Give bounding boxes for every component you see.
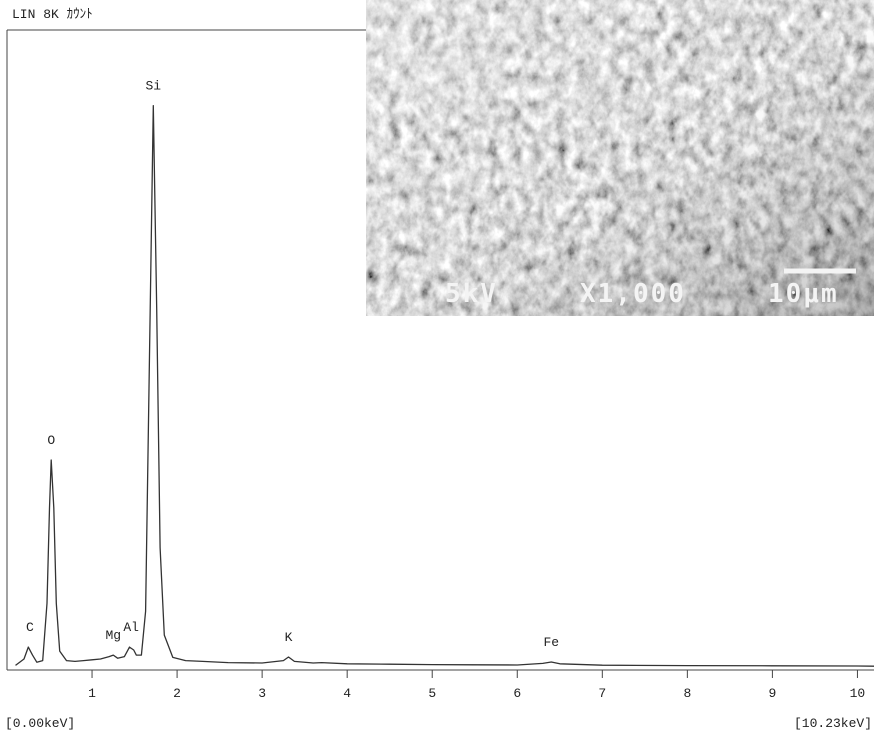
- peak-label: Fe: [543, 635, 559, 650]
- range-label: [0.00keV]: [5, 716, 75, 731]
- inset-label: 5kV: [445, 279, 498, 309]
- x-tick-label: 2: [173, 686, 181, 701]
- range-label: [10.23keV]: [794, 716, 872, 731]
- x-tick-label: 6: [513, 686, 521, 701]
- peak-label: Si: [145, 79, 161, 94]
- peak-label: K: [285, 630, 293, 645]
- chart-title: LIN 8K ｶｳﾝﾄ: [12, 7, 93, 22]
- x-tick-label: 7: [598, 686, 606, 701]
- peak-label: Al: [123, 620, 139, 635]
- inset-label: 10μm: [768, 279, 839, 309]
- x-tick-label: 9: [768, 686, 776, 701]
- peak-label: O: [47, 433, 55, 448]
- x-tick-label: 1: [88, 686, 96, 701]
- x-tick-label: 3: [258, 686, 266, 701]
- peak-label: C: [26, 620, 34, 635]
- x-tick-label: 4: [343, 686, 351, 701]
- sem-inset: [366, 0, 874, 316]
- x-tick-label: 5: [428, 686, 436, 701]
- peak-label: Mg: [106, 628, 122, 643]
- x-tick-label: 10: [850, 686, 866, 701]
- spectrum-line: [15, 104, 874, 667]
- sem-shade: [366, 0, 874, 316]
- x-tick-label: 8: [683, 686, 691, 701]
- inset-label: X1,000: [580, 279, 686, 309]
